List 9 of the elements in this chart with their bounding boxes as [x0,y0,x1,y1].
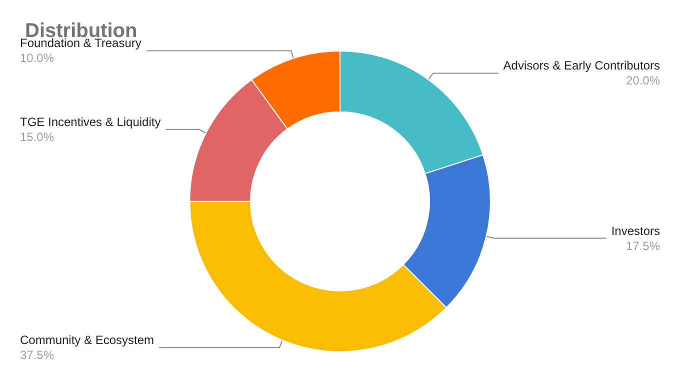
slice-label: TGE Incentives & Liquidity [20,114,161,129]
data-label: 10.0% [20,51,54,66]
slice-label: Investors [611,224,660,238]
slice-label: Advisors & Early Contributors [503,58,660,73]
data-label: 37.5% [20,348,54,362]
slice-label: Community & Ecosystem [20,333,154,348]
data-label: 15.0% [20,130,54,144]
data-label: 20.0% [626,74,660,88]
data-label: 17.5% [626,238,660,253]
